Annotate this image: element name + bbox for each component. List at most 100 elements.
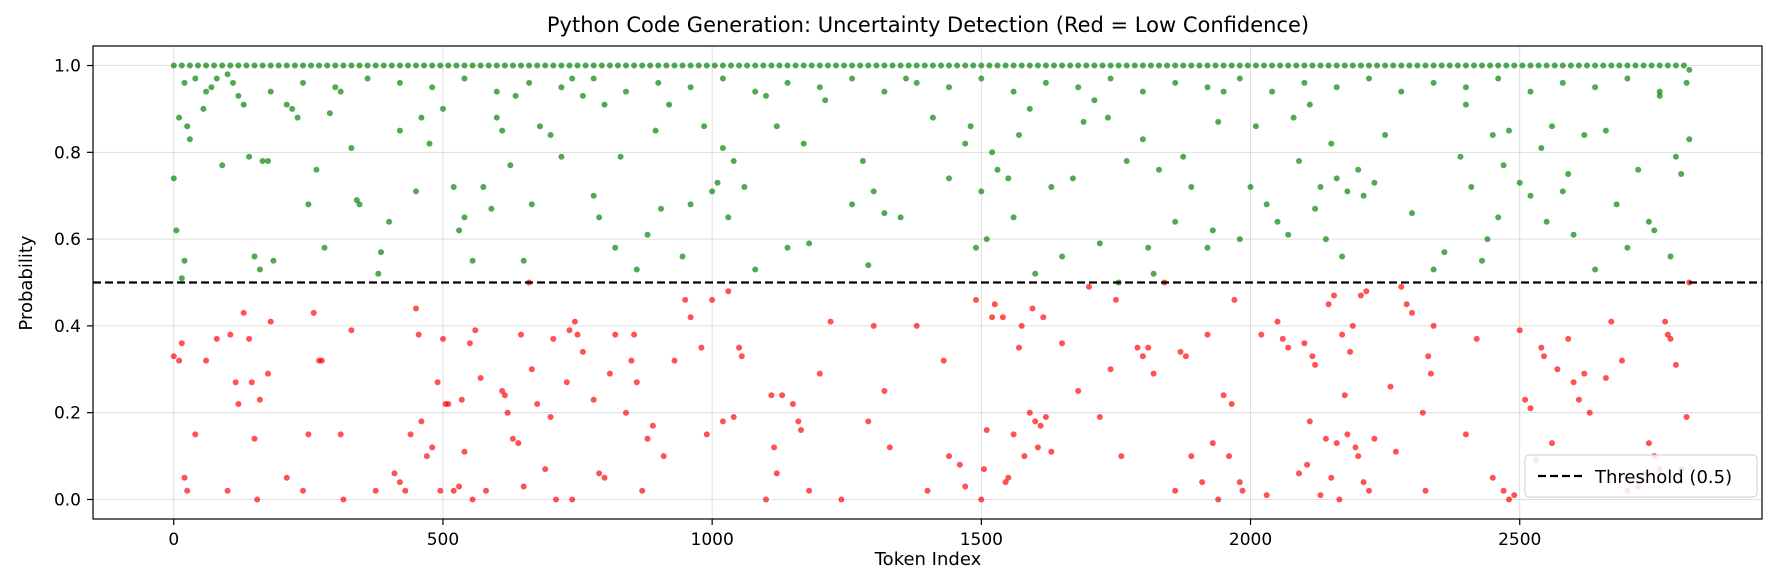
data-point <box>1462 84 1469 91</box>
x-axis-label: Token Index <box>874 549 982 570</box>
data-point <box>326 110 333 117</box>
data-point <box>1312 205 1319 212</box>
data-point <box>849 201 856 208</box>
data-point <box>1656 88 1663 95</box>
data-point <box>493 114 500 121</box>
data-point <box>973 296 979 303</box>
data-point <box>558 62 565 69</box>
data-point <box>760 62 767 69</box>
data-point <box>1565 171 1572 177</box>
data-point <box>1069 175 1076 182</box>
data-point <box>1333 84 1340 91</box>
data-point <box>407 431 414 438</box>
data-point <box>1686 136 1693 143</box>
data-point <box>1293 62 1300 69</box>
data-point <box>1487 62 1494 69</box>
data-point <box>1317 184 1324 190</box>
data-point <box>1541 353 1547 360</box>
data-point <box>905 62 912 69</box>
data-point <box>1239 487 1246 494</box>
data-point <box>429 444 436 451</box>
data-point <box>784 79 791 86</box>
data-point <box>483 487 489 494</box>
data-point <box>1616 62 1623 69</box>
data-point <box>1462 101 1469 108</box>
data-point <box>655 79 662 86</box>
data-point <box>1274 318 1281 325</box>
data-point <box>999 314 1006 321</box>
data-point <box>1204 244 1211 251</box>
data-point <box>978 62 985 69</box>
data-point <box>256 266 263 273</box>
data-point <box>1026 62 1033 69</box>
data-point <box>1554 366 1561 373</box>
data-point <box>663 62 670 69</box>
data-point <box>418 418 425 425</box>
data-point <box>970 62 977 69</box>
data-point <box>569 496 576 503</box>
data-point <box>316 62 323 69</box>
data-point <box>1296 158 1302 164</box>
data-point <box>1026 105 1033 112</box>
data-point <box>356 62 363 69</box>
data-point <box>897 214 904 221</box>
data-point <box>1026 409 1033 416</box>
data-point <box>1196 62 1203 69</box>
data-point <box>1543 62 1550 69</box>
x-tick-label: 500 <box>427 530 459 550</box>
data-point <box>612 331 619 338</box>
data-point <box>806 487 813 494</box>
data-point <box>1570 231 1577 238</box>
data-point <box>1139 136 1146 143</box>
data-point <box>313 166 320 173</box>
data-point <box>1680 62 1687 69</box>
data-point <box>1592 84 1599 91</box>
data-point <box>679 62 686 69</box>
data-point <box>235 401 242 407</box>
data-point <box>507 162 514 169</box>
data-point <box>1656 92 1663 99</box>
data-point <box>962 62 969 69</box>
data-point <box>1048 448 1055 455</box>
data-point <box>682 296 689 303</box>
data-point <box>1147 62 1154 69</box>
data-point <box>1118 453 1125 460</box>
data-point <box>520 483 527 490</box>
data-point <box>450 184 457 190</box>
data-point <box>1263 201 1270 208</box>
data-point <box>1244 62 1251 69</box>
data-point <box>1656 62 1663 69</box>
data-point <box>1624 75 1631 82</box>
data-point <box>569 75 576 82</box>
data-point <box>981 466 987 473</box>
data-point <box>579 92 586 99</box>
data-point <box>1495 62 1502 69</box>
data-point <box>857 62 864 69</box>
data-point <box>596 214 603 221</box>
data-point <box>752 88 759 95</box>
data-point <box>827 318 834 325</box>
data-point <box>1527 88 1534 95</box>
data-point <box>956 461 963 468</box>
data-point <box>536 123 543 130</box>
data-point <box>623 409 629 416</box>
data-point <box>703 62 710 69</box>
data-point <box>318 357 325 364</box>
data-point <box>461 214 468 221</box>
data-point <box>889 62 896 69</box>
data-point <box>480 184 487 190</box>
data-point <box>181 257 188 264</box>
data-point <box>596 470 603 477</box>
data-point <box>1204 331 1211 338</box>
data-point <box>1355 166 1362 173</box>
data-point <box>445 62 452 69</box>
data-point <box>504 409 511 416</box>
data-point <box>1236 62 1243 69</box>
data-point <box>606 62 613 69</box>
data-point <box>1236 479 1243 486</box>
data-point <box>558 84 565 91</box>
data-point <box>1285 231 1292 238</box>
data-point <box>413 62 419 69</box>
data-point <box>440 105 446 112</box>
data-point <box>771 444 778 451</box>
